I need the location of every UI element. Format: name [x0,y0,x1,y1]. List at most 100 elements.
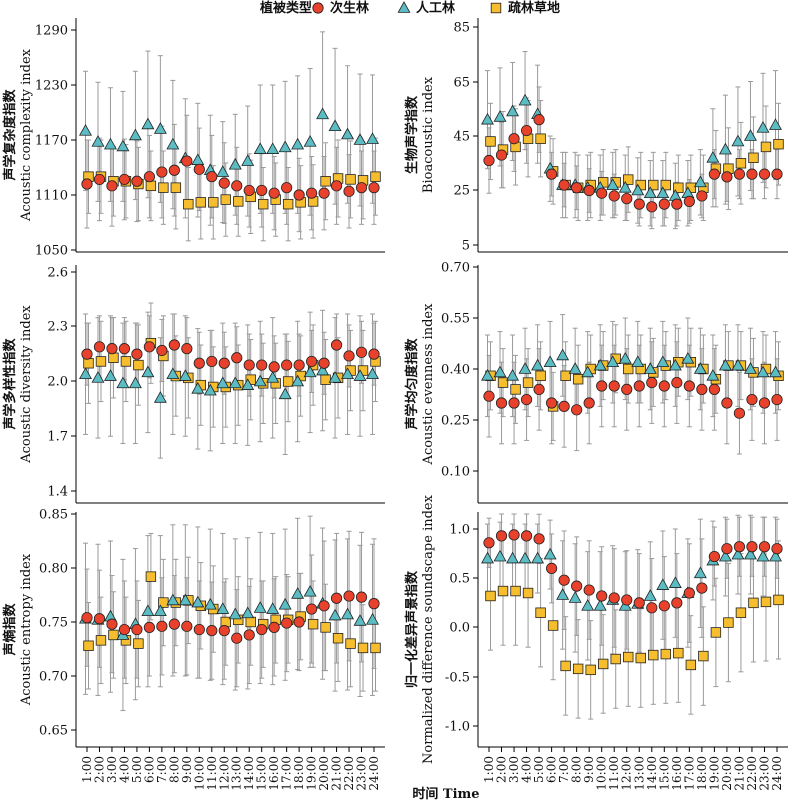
data-point [658,600,670,612]
data-point [370,171,381,182]
panel: 1.4 1.7 2.0 2.3 2.6 声学多样性指数 Acoustic diversity… [2,265,385,504]
data-point [571,182,583,194]
x-tick-label: 20:00 [317,756,331,791]
data-point [560,370,571,382]
data-point [116,376,130,389]
y-axis-label-cn: 声学复杂度指数 [2,89,18,182]
x-tick-label: 14:00 [242,756,256,791]
data-point [658,380,670,392]
data-point [278,597,292,610]
x-tick-label: 16:00 [670,756,684,791]
data-point [758,541,771,553]
data-point [758,397,771,409]
data-point [218,177,230,189]
data-point [769,118,782,130]
data-point [281,359,293,371]
data-point [133,638,144,649]
data-point [166,367,180,380]
data-point [345,174,356,185]
data-point [568,362,582,374]
data-point [156,166,168,178]
y-tick-label: 0.10 [441,465,470,480]
data-point [543,547,557,560]
data-point [508,397,520,409]
x-tick-label: 17:00 [280,756,294,791]
data-point [693,362,707,374]
data-point [228,157,242,170]
y-tick-label: 0.70 [39,670,68,685]
x-tick-label: 2:00 [495,756,509,783]
x-tick-label: 4:00 [117,756,131,783]
data-point [585,664,596,676]
y-tick-label: 1110 [35,189,68,204]
data-point [291,587,305,599]
data-point [131,348,143,360]
data-point [771,543,783,555]
data-point [256,359,268,371]
x-tick-label: 7:00 [557,756,571,783]
y-axis-label-cn: 声学多样性指数 [2,338,18,431]
data-point [268,187,280,199]
legend-item: 次生林 [312,0,369,16]
data-point [330,592,343,604]
panel: -1.0 -0.5 0.0 0.5 1.0 归一化差异声景指数 Normalized dif… [404,494,788,791]
data-point [291,374,305,387]
data-point [153,122,167,134]
x-tick-label: 19:00 [707,756,721,791]
data-point [493,110,507,122]
data-point [660,179,672,191]
data-point [593,599,607,611]
data-point [621,193,633,205]
data-point [141,365,155,378]
data-point [495,149,508,161]
data-point [220,194,231,205]
data-point [656,578,670,590]
data-point [646,376,658,389]
x-tick-label: 23:00 [757,756,771,791]
data-point [341,607,355,620]
data-point [228,607,242,620]
data-point [497,377,509,388]
data-point [306,187,318,199]
data-point [366,132,379,144]
data-point [681,351,695,364]
data-point [253,601,267,613]
data-point [243,184,255,197]
data-point [608,380,620,392]
data-point [769,549,782,562]
data-point [291,137,305,150]
data-point [208,197,219,208]
data-point [281,617,293,629]
data-point [306,355,318,368]
data-point [231,180,243,192]
data-point [158,182,169,193]
data-point [756,365,770,378]
data-point [281,182,293,194]
y-tick-label: 1170 [35,134,68,149]
data-point [495,530,508,542]
y-axis-label-cn: 声学均匀度指数 [404,338,420,431]
data-point [203,597,217,610]
data-point [533,114,545,126]
data-point [303,135,317,147]
data-point [758,168,771,180]
data-point [508,529,520,541]
data-point [643,186,657,199]
y-tick-label: 0.55 [441,312,470,327]
data-point [106,618,118,630]
data-point [330,180,343,192]
legend-item: 疏林草地 [490,0,560,16]
data-point [118,343,131,355]
data-point [216,376,230,389]
panel: 1050 1110 1170 1230 1290 声学复杂度指数 Acoustic comp… [2,18,385,259]
data-point [635,652,646,664]
y-tick-label: 0.65 [39,724,68,739]
data-point [91,371,105,383]
y-tick-label: 1290 [35,24,68,39]
x-tick-label: 13:00 [230,756,244,791]
y-axis-label-en: Acoustic evenness index [421,303,436,466]
y-tick-label: 0.80 [39,562,68,577]
data-point [508,133,520,145]
data-point [257,198,269,210]
data-point [145,180,157,192]
